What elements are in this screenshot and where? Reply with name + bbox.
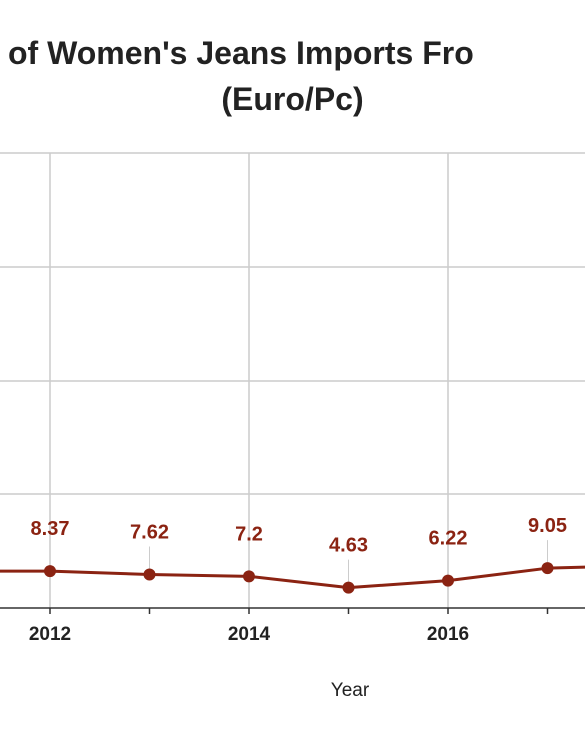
x-axis-label: Year <box>330 680 370 701</box>
x-tick-label-2012: 2012 <box>29 624 71 645</box>
data-label-2015: 4.63 <box>329 535 368 557</box>
x-tick-label-2016: 2016 <box>427 624 469 645</box>
data-point-2012 <box>44 565 56 578</box>
series-line <box>0 565 585 590</box>
data-label-2013: 7.62 <box>130 521 169 543</box>
gridlines <box>0 152 585 614</box>
data-point-2017 <box>541 562 554 575</box>
chart-title-line1: of Women's Jeans Imports Fro <box>8 35 474 71</box>
data-label-2016: 6.22 <box>429 528 468 550</box>
data-label-2014: 7.2 <box>235 523 263 545</box>
data-point-2016 <box>442 574 454 587</box>
data-point-2015 <box>342 581 355 594</box>
data-label-2012: 8.37 <box>31 518 70 540</box>
x-tick-labels: 2012 2014 2016 <box>29 624 469 645</box>
x-tick-label-2014: 2014 <box>228 624 271 645</box>
data-point-2014 <box>243 570 255 583</box>
chart-title-line2: (Euro/Pc) <box>221 81 364 117</box>
data-label-2017: 9.05 <box>528 515 567 537</box>
data-point-2013 <box>143 568 156 581</box>
series-group: 8.37 7.62 7.2 4.63 6.22 9.05 <box>0 515 585 594</box>
